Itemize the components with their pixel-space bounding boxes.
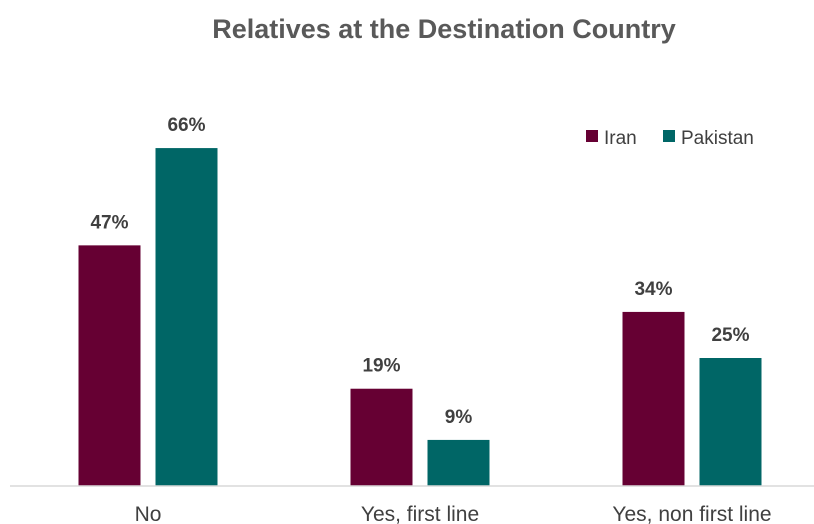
data-labels: 47% 66% 19% 9% 34% 25% <box>90 115 749 428</box>
bar-iran-yes-first-line <box>350 388 413 486</box>
data-label-iran-yes-non-first-line: 34% <box>634 279 672 300</box>
legend-label-iran: Iran <box>604 128 637 149</box>
bar-iran-yes-non-first-line <box>622 311 685 486</box>
legend-swatch-pakistan <box>663 130 675 142</box>
bar-pakistan-yes-first-line <box>427 439 490 486</box>
category-label-yes-first-line: Yes, first line <box>361 503 479 524</box>
data-label-pakistan-no: 66% <box>167 115 205 136</box>
bar-pakistan-no <box>155 148 218 486</box>
data-label-iran-yes-first-line: 19% <box>362 356 400 377</box>
legend-label-pakistan: Pakistan <box>681 128 754 149</box>
category-label-no: No <box>135 503 162 524</box>
data-label-pakistan-yes-first-line: 9% <box>445 407 473 428</box>
category-labels: No Yes, first line Yes, non first line <box>135 503 772 524</box>
data-label-pakistan-yes-non-first-line: 25% <box>711 325 749 346</box>
bar-pakistan-yes-non-first-line <box>699 358 762 486</box>
chart-title: Relatives at the Destination Country <box>212 14 676 44</box>
bar-iran-no <box>78 245 141 486</box>
data-label-iran-no: 47% <box>90 212 128 233</box>
category-label-yes-non-first-line: Yes, non first line <box>612 503 771 524</box>
legend: Iran Pakistan <box>586 128 754 149</box>
legend-swatch-iran <box>586 130 598 142</box>
bars <box>78 148 762 486</box>
